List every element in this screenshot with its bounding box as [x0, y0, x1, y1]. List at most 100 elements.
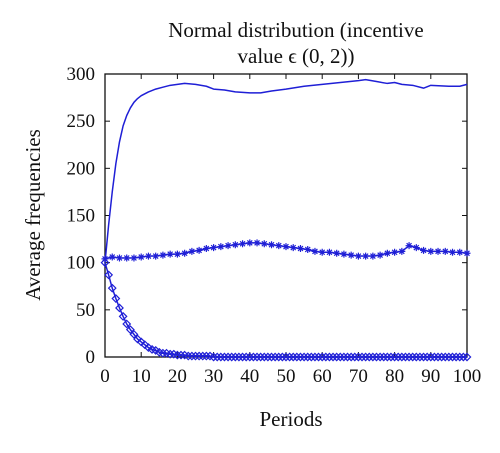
- series-3-diamond-point: [350, 352, 360, 362]
- y-tick-label: 0: [86, 347, 96, 368]
- series-3-diamond-point: [390, 352, 400, 362]
- series-3-diamond-point: [107, 283, 117, 293]
- x-tick-label: 40: [240, 366, 259, 387]
- series-3-diamond-point: [292, 352, 302, 362]
- series-3-diamond-point: [241, 352, 251, 362]
- series-3-diamond-point: [288, 352, 298, 362]
- series-3-diamond-point: [458, 352, 468, 362]
- series-3-diamond-point: [104, 270, 114, 280]
- series-2-star-point: [166, 250, 174, 258]
- series-2-star-point: [159, 251, 167, 259]
- series-3-diamond-point: [111, 294, 121, 303]
- series-2-star-point: [260, 240, 268, 248]
- series-2-star-point: [463, 249, 471, 257]
- series-2-star-point: [412, 244, 420, 252]
- series-3-diamond-point: [187, 351, 197, 361]
- series-2-star-point: [369, 252, 377, 260]
- series-3-diamond-point: [227, 352, 237, 362]
- series-3-diamond-point: [401, 352, 410, 362]
- series-3-diamond-point: [455, 352, 465, 362]
- chart-title-line-1: Normal distribution (incentive: [168, 18, 423, 42]
- y-axis-label: Average frequencies: [21, 129, 45, 301]
- y-tick-label: 100: [67, 253, 96, 274]
- series-3-diamond-point: [115, 303, 124, 313]
- plot-area: 0 10 20 30 40 50 60 70 80 90 100 0 50 100 150 200 250 300: [67, 64, 482, 387]
- series-2-star-point: [275, 242, 283, 250]
- series-3-diamond-point: [158, 348, 168, 358]
- series-2-star-point: [152, 252, 160, 260]
- series-3-diamond-point: [230, 352, 240, 362]
- y-tick-label: 200: [67, 158, 96, 179]
- series-3-diamond-point: [281, 352, 291, 362]
- y-tick-label: 50: [76, 300, 95, 321]
- series-3-diamond-point: [415, 352, 425, 362]
- series-3-diamond-point: [364, 352, 374, 362]
- series-3-diamond-point: [129, 329, 139, 339]
- series-3-diamond-point: [194, 351, 204, 361]
- series-3-diamond-point: [357, 352, 367, 362]
- series-3-diamond-point: [277, 352, 287, 362]
- series-2-star-point: [130, 254, 138, 262]
- series-3-diamond-point: [382, 352, 392, 362]
- series-2-star-point: [144, 252, 152, 260]
- series-2-star-point: [420, 246, 428, 254]
- series-2-star-point: [405, 242, 413, 250]
- series-3-diamond-point: [346, 352, 356, 362]
- series-2-star-point: [282, 243, 290, 251]
- x-tick-label: 70: [349, 366, 368, 387]
- series-3-diamond-point: [462, 352, 472, 362]
- series-3-diamond-point: [375, 352, 385, 362]
- series-3-diamond-point: [335, 352, 345, 362]
- series-2-star-point: [376, 251, 384, 259]
- series-3-diamond-point: [201, 351, 211, 361]
- series-2-star-point: [231, 241, 239, 249]
- series-2-star-point: [340, 250, 348, 258]
- series-2-star-point: [296, 245, 304, 253]
- series-1-line: [104, 78, 468, 263]
- series-2-star-point: [434, 247, 442, 255]
- series-3-diamond-point: [216, 352, 226, 362]
- series-2-star-point: [115, 254, 123, 262]
- series-2-star-point: [217, 243, 225, 251]
- series-2-star-point: [325, 248, 333, 256]
- series-2-star-point: [456, 248, 464, 256]
- series-3-diamond-point: [324, 352, 334, 362]
- y-tick-label: 250: [67, 111, 96, 132]
- series-3-diamond-point: [321, 352, 331, 362]
- series-2-star-point: [347, 251, 355, 259]
- series-3-diamond-point: [353, 352, 363, 362]
- series-2-star-point: [123, 254, 131, 262]
- series-3-diamond-point: [437, 352, 447, 362]
- x-tick-label: 50: [277, 366, 296, 387]
- series-3-diamond-point: [234, 352, 244, 362]
- series-3-diamond-point: [426, 352, 436, 362]
- series-2-star-point: [108, 253, 116, 261]
- series-2-star-point: [210, 244, 218, 252]
- series-3-diamond-point: [209, 352, 219, 362]
- series-3-diamond-point: [259, 352, 269, 362]
- series-2-star-point: [398, 247, 406, 255]
- series-3-diamond-point: [397, 352, 407, 362]
- series-3-diamond-point: [386, 352, 396, 362]
- series-2-star-point: [268, 241, 276, 249]
- series-3-diamond-point: [176, 350, 186, 360]
- series-3-diamond-point: [433, 352, 443, 362]
- series-2-star-point: [137, 253, 145, 261]
- series-2-star-point: [318, 248, 326, 256]
- series-3-diamond-point: [125, 325, 135, 335]
- y-tick-label: 300: [67, 64, 96, 85]
- series-2-star-point: [239, 240, 247, 248]
- series-3-diamond-point: [393, 352, 403, 362]
- series-3-diamond-point: [270, 352, 280, 362]
- series-3-diamond-point: [183, 351, 193, 361]
- series-2-star-point: [188, 247, 196, 255]
- series-2-star-point: [195, 246, 203, 254]
- series-2-star-point: [202, 245, 210, 253]
- series-3-diamond-point: [263, 352, 273, 362]
- series-3-diamond-point: [306, 352, 316, 362]
- series-3-diamond-point: [172, 350, 182, 360]
- series-3-diamond-point: [212, 352, 222, 362]
- series-2-star-point: [253, 239, 261, 247]
- series-3-diamond-point: [339, 352, 349, 362]
